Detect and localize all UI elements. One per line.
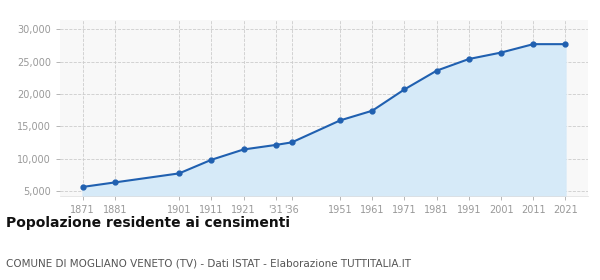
Text: Popolazione residente ai censimenti: Popolazione residente ai censimenti <box>6 216 290 230</box>
Text: COMUNE DI MOGLIANO VENETO (TV) - Dati ISTAT - Elaborazione TUTTITALIA.IT: COMUNE DI MOGLIANO VENETO (TV) - Dati IS… <box>6 259 411 269</box>
